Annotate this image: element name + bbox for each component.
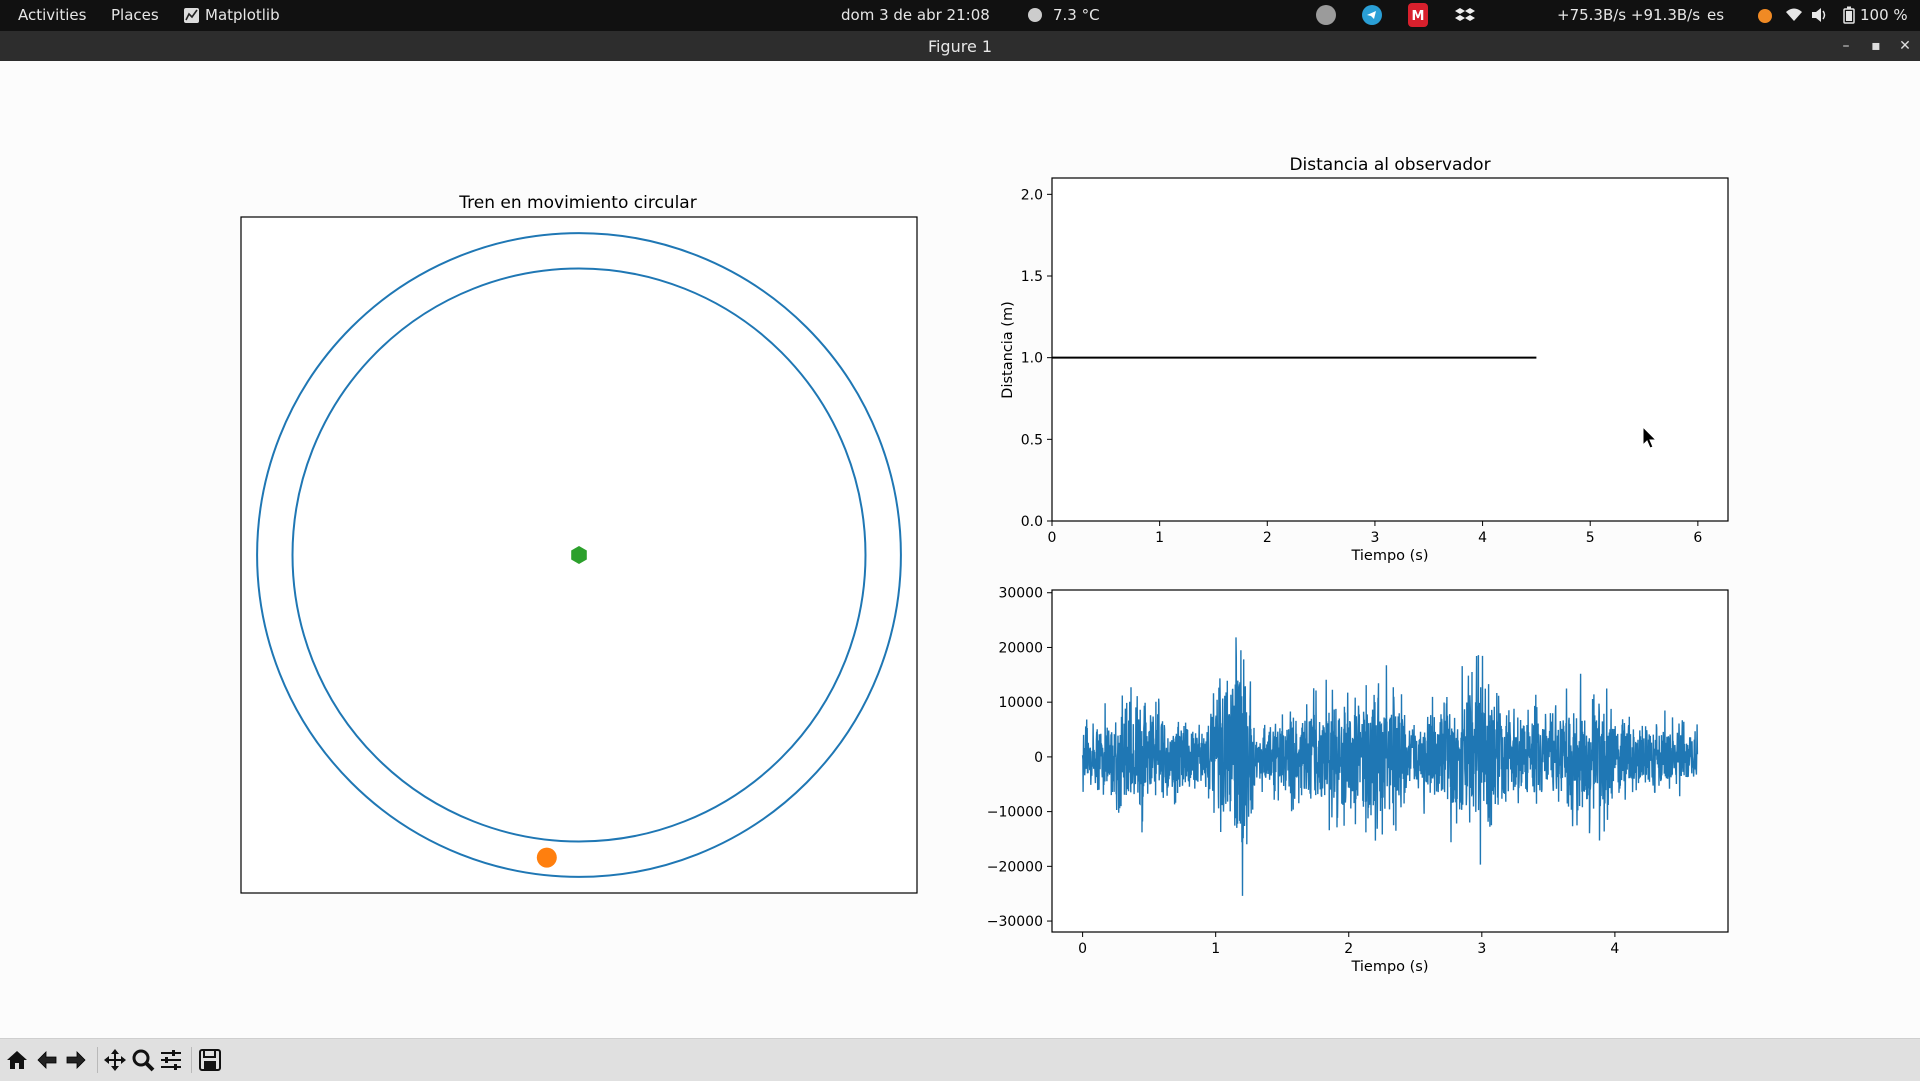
distance-ytick-label: 1.0	[1021, 351, 1043, 367]
circle-axes-frame	[240, 216, 918, 894]
observer-marker	[571, 546, 587, 564]
zoom-icon[interactable]	[130, 1047, 156, 1073]
distance-xtick-label: 3	[1370, 530, 1379, 546]
signal-xtick-label: 0	[1078, 941, 1087, 957]
track-circle-1	[291, 267, 867, 843]
keyboard-language[interactable]: es	[1707, 6, 1725, 24]
distance-ylabel: Distancia (m)	[1000, 301, 1016, 398]
home-icon[interactable]	[4, 1047, 30, 1073]
distance-axes-frame	[1051, 177, 1729, 522]
distance-axes-title: Distancia al observador	[1289, 155, 1490, 175]
svg-text:M: M	[1412, 9, 1425, 24]
indicator-app-icon[interactable]	[1316, 5, 1336, 25]
toolbar-separator	[191, 1047, 192, 1073]
clock[interactable]: dom 3 de abr 21:08	[841, 6, 990, 24]
signal-xlabel: Tiempo (s)	[1350, 959, 1428, 975]
telegram-icon[interactable]	[1362, 5, 1382, 25]
minimize-icon[interactable]: –	[1842, 38, 1850, 54]
save-icon[interactable]	[197, 1047, 223, 1073]
app-menu[interactable]: Matplotlib	[205, 6, 280, 24]
signal-ytick-label: 0	[1034, 750, 1043, 766]
network-speed[interactable]: +75.3B/s +91.3B/s	[1557, 6, 1701, 24]
signal-ytick-label: −10000	[987, 805, 1043, 821]
distance-xtick-label: 1	[1155, 530, 1164, 546]
signal-ytick-label: −20000	[987, 859, 1043, 875]
signal-axes[interactable]: 0 1 2 3 43000020000100000−10000−20000−30000 …	[987, 586, 1729, 975]
signal-line	[1081, 637, 1699, 896]
distance-xtick-label: 5	[1586, 530, 1595, 546]
pan-icon[interactable]	[102, 1047, 128, 1073]
figure-canvas[interactable]: Tren en movimiento circular Distancia al…	[0, 61, 1920, 1038]
distance-ytick-label: 0.0	[1021, 514, 1043, 530]
back-arrow-icon[interactable]	[34, 1047, 60, 1073]
window-titlebar[interactable]: Figure 1 – ▪ ✕	[0, 31, 1920, 61]
distance-ytick-label: 1.5	[1021, 269, 1043, 285]
battery-percent[interactable]: 100 %	[1860, 6, 1908, 24]
forward-arrow-icon[interactable]	[63, 1047, 89, 1073]
distance-xtick-label: 4	[1478, 530, 1487, 546]
signal-xtick-label: 3	[1477, 941, 1486, 957]
configure-subplots-icon[interactable]	[158, 1047, 184, 1073]
places-menu[interactable]: Places	[111, 6, 159, 24]
distance-axes[interactable]: Distancia al observador 0 1 2 3 4 5 6 0.0 0.5 1.0…	[1000, 155, 1729, 564]
train-marker	[536, 847, 557, 868]
notification-dot-icon[interactable]	[1758, 9, 1772, 23]
close-icon[interactable]: ✕	[1899, 38, 1911, 54]
signal-ytick-label: −30000	[987, 914, 1043, 930]
track-circle-0	[256, 232, 902, 878]
maximize-icon[interactable]: ▪	[1871, 38, 1881, 54]
distance-xtick-label: 2	[1263, 530, 1272, 546]
battery-icon[interactable]	[1843, 6, 1855, 28]
signal-xtick-label: 1	[1211, 941, 1220, 957]
signal-ytick-label: 30000	[998, 586, 1043, 602]
distance-xlabel: Tiempo (s)	[1350, 548, 1428, 564]
weather-temp[interactable]: 7.3 °C	[1053, 6, 1100, 24]
distance-ytick-label: 0.5	[1021, 432, 1043, 448]
distance-ytick-label: 2.0	[1021, 187, 1043, 203]
wifi-icon[interactable]	[1785, 7, 1803, 27]
distance-xtick-label: 0	[1048, 530, 1057, 546]
top-panel: Activities Places Matplotlib dom 3 de ab…	[0, 0, 1920, 31]
signal-ytick-label: 10000	[998, 695, 1043, 711]
navigation-toolbar	[0, 1038, 1920, 1081]
distance-xtick-label: 6	[1693, 530, 1702, 546]
weather-icon	[1028, 8, 1042, 22]
mega-icon[interactable]: M	[1408, 3, 1428, 27]
signal-xtick-label: 4	[1610, 941, 1619, 957]
window-title: Figure 1	[927, 37, 993, 56]
mouse-cursor-icon	[1642, 425, 1658, 449]
circle-axes[interactable]: Tren en movimiento circular	[240, 193, 918, 894]
volume-icon[interactable]	[1811, 7, 1829, 27]
dropbox-icon[interactable]	[1455, 5, 1475, 25]
signal-ytick-label: 20000	[998, 640, 1043, 656]
circle-axes-title: Tren en movimiento circular	[458, 193, 696, 213]
activities-button[interactable]: Activities	[18, 6, 87, 24]
signal-xtick-label: 2	[1344, 941, 1353, 957]
toolbar-separator	[97, 1047, 98, 1073]
matplotlib-app-icon	[184, 8, 199, 23]
figure-svg[interactable]: Tren en movimiento circular Distancia al…	[0, 61, 1920, 1038]
